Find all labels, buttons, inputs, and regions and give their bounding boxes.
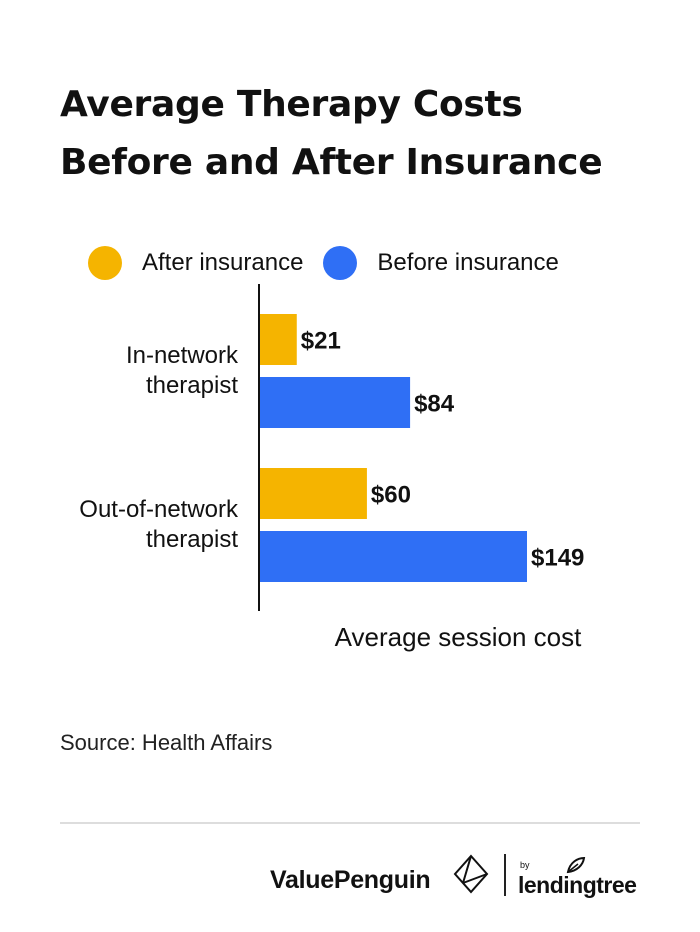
value-label: $84: [414, 391, 455, 418]
bar-after-0: [259, 314, 297, 365]
value-label: $21: [301, 328, 341, 355]
legend: After insurance Before insurance: [88, 243, 579, 283]
brand-by-text: by: [520, 860, 530, 870]
title-line-2: Before and After Insurance: [60, 142, 603, 183]
title-line-1: Average Therapy Costs: [60, 84, 523, 125]
category-label: therapist: [146, 526, 238, 553]
value-label: $60: [371, 482, 411, 509]
valuepenguin-logo-text: ValuePenguin: [270, 866, 431, 894]
lendingtree-leaf-icon: [566, 856, 586, 874]
legend-swatch-before: [323, 246, 358, 280]
lendingtree-logo-text: lendingtree: [518, 872, 637, 898]
source-note: Source: Health Affairs: [60, 730, 273, 755]
category-label: In-network: [126, 342, 239, 369]
chart-title: Average Therapy Costs Before and After I…: [60, 76, 660, 192]
legend-label-before: Before insurance: [377, 249, 559, 276]
bar-after-1: [259, 468, 367, 519]
bar-before-1: [259, 531, 527, 582]
bar-before-0: [259, 377, 411, 428]
category-label: therapist: [146, 372, 238, 399]
footer-divider: [60, 822, 640, 824]
valuepenguin-diamond-icon: [453, 854, 489, 894]
legend-item-after: After insurance: [88, 246, 303, 280]
category-label: Out-of-network: [79, 496, 239, 523]
legend-swatch-after: [88, 246, 122, 280]
legend-item-before: Before insurance: [323, 246, 559, 280]
x-axis-title: Average session cost: [334, 622, 582, 652]
value-label: $149: [531, 545, 584, 572]
legend-label-after: After insurance: [142, 249, 304, 276]
footer-separator: [504, 854, 506, 896]
